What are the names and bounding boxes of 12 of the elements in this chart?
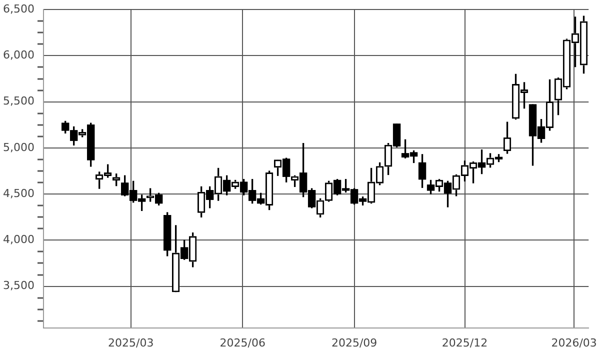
x-tick-label: 2025/06 (220, 336, 266, 350)
x-tick-label: 2025/12 (442, 336, 488, 350)
y-tick-label: 4,000 (2, 233, 34, 246)
y-tick-label: 4,500 (2, 186, 34, 200)
y-tick-label: 5,000 (2, 140, 34, 154)
x-tick-label: 2025/09 (331, 336, 378, 350)
y-tick-label: 6,500 (2, 2, 34, 16)
x-tick-label: 2025/03 (108, 336, 154, 350)
y-tick-label: 3,500 (2, 279, 34, 292)
y-tick-label: 5,500 (2, 94, 34, 108)
x-tick-label: 2026/03 (551, 336, 597, 350)
y-tick-label: 6,000 (2, 48, 34, 62)
